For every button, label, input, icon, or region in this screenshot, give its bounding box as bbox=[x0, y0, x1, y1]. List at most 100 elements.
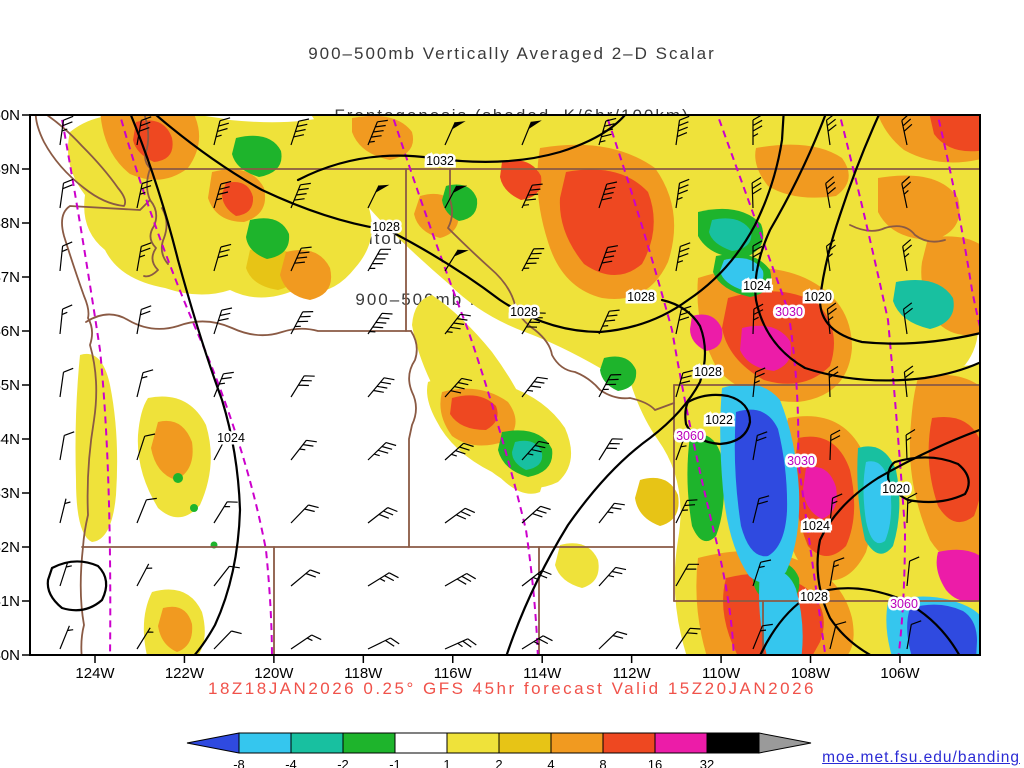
mslp-contour-label: 1028 bbox=[694, 365, 722, 379]
wind-barb bbox=[906, 620, 922, 650]
wind-barb bbox=[290, 246, 312, 272]
wind-barb bbox=[521, 121, 532, 146]
wind-barb bbox=[675, 242, 691, 272]
wind-barb bbox=[59, 625, 74, 650]
shade-blob bbox=[246, 218, 290, 259]
shade-blob bbox=[803, 466, 837, 519]
wind-barb bbox=[598, 309, 620, 335]
wind-barb bbox=[901, 116, 913, 146]
colorbar-cell bbox=[550, 732, 604, 754]
height-contour-label: 3030 bbox=[775, 305, 803, 319]
wind-barb bbox=[213, 243, 232, 272]
mslp-contour bbox=[130, 116, 242, 654]
wind-barb bbox=[521, 248, 545, 272]
lat-label: 49N bbox=[0, 161, 20, 178]
shade-blob bbox=[759, 570, 803, 654]
height-contours-700mb bbox=[60, 116, 979, 654]
height-contour-label: 3030 bbox=[787, 454, 815, 468]
wind-barb bbox=[521, 635, 553, 650]
wind-barb bbox=[752, 303, 764, 335]
wind-barb bbox=[136, 497, 157, 524]
mslp-contour bbox=[886, 456, 970, 504]
title-line-1: 900–500mb Vertically Averaged 2–D Scalar bbox=[308, 44, 716, 63]
lon-label: 122W bbox=[165, 665, 205, 682]
shade-blob bbox=[936, 549, 979, 602]
wind-barb bbox=[136, 433, 156, 461]
wind-barb bbox=[521, 505, 551, 524]
shade-blob bbox=[893, 280, 954, 329]
height-contour-label: 3060 bbox=[676, 429, 704, 443]
lat-label: 44N bbox=[0, 431, 20, 448]
mslp-contour-label: 1024 bbox=[743, 279, 771, 293]
mslp-contour-label: 1028 bbox=[372, 220, 400, 234]
wind-barb bbox=[825, 176, 836, 209]
mslp-contour bbox=[816, 429, 979, 654]
shade-blob bbox=[450, 395, 498, 430]
wind-barb bbox=[598, 374, 622, 398]
wind-barb bbox=[825, 239, 836, 272]
lat-label: 46N bbox=[0, 323, 20, 340]
shade-blob bbox=[555, 543, 599, 588]
colorbar-label: -4 bbox=[285, 757, 297, 768]
wind-barb bbox=[213, 307, 233, 335]
wind-barb bbox=[444, 313, 471, 335]
wind-barb bbox=[367, 507, 398, 524]
colorbar-label: -2 bbox=[337, 757, 349, 768]
shade-blob bbox=[75, 353, 118, 542]
mslp-contour-label: 1028 bbox=[800, 590, 828, 604]
colorbar-label: 1 bbox=[443, 757, 450, 768]
wind-barb bbox=[367, 572, 399, 587]
colorbar-cell bbox=[498, 732, 552, 754]
wind-barb bbox=[213, 501, 238, 524]
wind-barb bbox=[901, 176, 912, 209]
wind-barb bbox=[752, 431, 768, 461]
forecast-caption: 18Z18JAN2026 0.25° GFS 45hr forecast Val… bbox=[208, 679, 816, 698]
shade-blob bbox=[512, 440, 543, 470]
mslp-contour bbox=[505, 298, 707, 654]
wind-barb bbox=[675, 369, 694, 398]
mslp-contour bbox=[759, 587, 960, 654]
wind-barb bbox=[444, 185, 458, 209]
wind-barb bbox=[136, 179, 153, 209]
shade-blob bbox=[559, 169, 654, 275]
lat-label: 40N bbox=[0, 647, 20, 664]
contour-labels: 1032102810281028102410203030102810223060… bbox=[215, 152, 921, 614]
lon-label: 116W bbox=[434, 665, 473, 682]
wind-barb bbox=[752, 240, 763, 271]
shade-blob bbox=[928, 417, 979, 523]
wind-barb bbox=[59, 116, 74, 146]
border-vancouver-island bbox=[34, 116, 127, 207]
lat-label: 50N bbox=[0, 107, 20, 124]
wind-barb bbox=[367, 312, 393, 335]
border-puget-sound bbox=[143, 199, 159, 278]
wind-barb bbox=[752, 623, 773, 650]
wind-barb bbox=[59, 498, 71, 524]
wind-barb bbox=[752, 367, 766, 398]
wind-barb bbox=[290, 182, 311, 209]
wind-barb bbox=[136, 242, 152, 272]
lon-label: 120W bbox=[254, 665, 294, 682]
colorbar-arrow-right bbox=[758, 732, 812, 754]
height-contour bbox=[391, 116, 539, 654]
wind-barb bbox=[906, 492, 918, 524]
wind-barb bbox=[136, 305, 152, 335]
mslp-contour-label: 1028 bbox=[627, 290, 655, 304]
wind-barb bbox=[902, 239, 913, 272]
wind-barb bbox=[521, 376, 548, 398]
wind-barb bbox=[59, 367, 74, 398]
wind-barb bbox=[829, 557, 845, 587]
wind-barb bbox=[905, 428, 916, 461]
wind-barb bbox=[598, 181, 618, 209]
lon-label: 110W bbox=[702, 665, 741, 682]
wind-barb bbox=[825, 116, 837, 146]
credit-link[interactable]: moe.met.fsu.edu/banding bbox=[822, 749, 1020, 766]
colorbar-label: 4 bbox=[547, 757, 554, 768]
wind-barb bbox=[59, 178, 74, 209]
mslp-contour-label: 1020 bbox=[882, 482, 910, 496]
colorbar-cell bbox=[342, 732, 396, 754]
mslp-contour-label: 1022 bbox=[705, 413, 733, 427]
wind-barb bbox=[290, 118, 310, 146]
colorbar: -8 -4 -2 -1 1 2 4 8 16 32 bbox=[186, 732, 812, 768]
axis-labels: 50N 49N 48N 47N 46N 45N 44N 43N 42N 41N 40N 124W 122… bbox=[0, 107, 920, 682]
wind-barb bbox=[598, 245, 619, 272]
